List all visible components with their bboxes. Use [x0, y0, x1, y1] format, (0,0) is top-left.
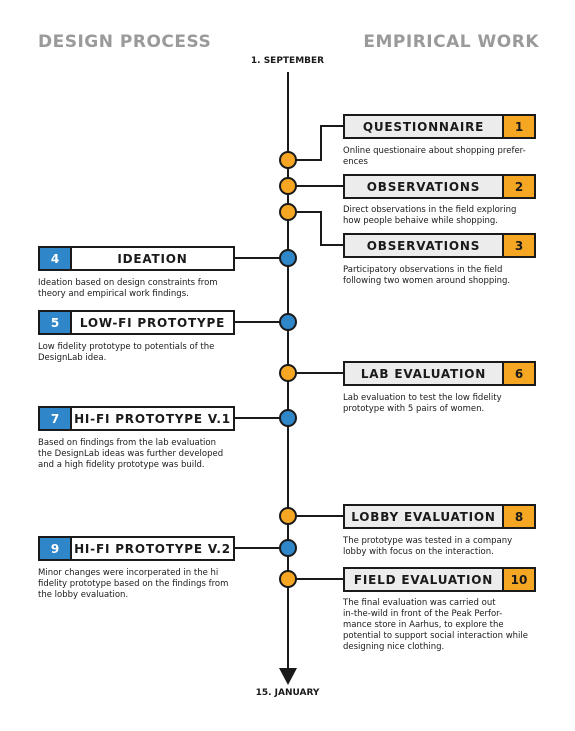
description-line: theory and empirical work findings. [38, 289, 189, 299]
timeline-node [279, 249, 297, 267]
connector-line [288, 211, 322, 213]
connector-line [320, 211, 322, 246]
step-label: OBSERVATIONS [345, 176, 502, 197]
description-line: the DesignLab ideas was further develope… [38, 449, 224, 459]
description-line: Based on findings from the lab evaluatio… [38, 438, 217, 448]
step-description: Direct observations in the field explori… [343, 205, 516, 227]
step-box-10: FIELD EVALUATION 10 [343, 567, 536, 592]
description-line: ences [343, 157, 368, 167]
step-label: IDEATION [72, 248, 233, 269]
step-label: FIELD EVALUATION [345, 569, 502, 590]
connector-line [320, 125, 343, 127]
step-description: Participatory observations in the field f… [343, 265, 510, 287]
step-number: 3 [502, 235, 534, 256]
start-date-label: 1. SEPTEMBER [250, 56, 325, 66]
timeline-node [279, 507, 297, 525]
description-line: The prototype was tested in a company [343, 536, 513, 546]
step-number: 2 [502, 176, 534, 197]
end-date-label: 15. JANUARY [255, 688, 320, 698]
step-number: 6 [502, 363, 534, 384]
description-line: Participatory observations in the field [343, 265, 503, 275]
description-line: DesignLab idea. [38, 353, 107, 363]
step-box-6: LAB EVALUATION 6 [343, 361, 536, 386]
timeline-node [279, 539, 297, 557]
step-number: 9 [40, 538, 72, 559]
step-label: QUESTIONNAIRE [345, 116, 502, 137]
description-line: and a high fidelity prototype was build. [38, 460, 205, 470]
description-line: Low fidelity prototype to potentials of … [38, 342, 215, 352]
description-line: prototype with 5 pairs of women. [343, 404, 485, 414]
timeline-node [279, 364, 297, 382]
step-label: LOBBY EVALUATION [345, 506, 502, 527]
timeline-node [279, 313, 297, 331]
connector-line [288, 185, 343, 187]
step-label: HI-FI PROTOTYPE V.2 [72, 538, 233, 559]
step-number: 7 [40, 408, 72, 429]
description-line: following two women around shopping. [343, 276, 511, 286]
connector-line [288, 372, 343, 374]
connector-line [235, 257, 288, 259]
connector-line [320, 125, 322, 161]
connector-line [320, 244, 343, 246]
connector-line [235, 321, 288, 323]
step-number: 8 [502, 506, 534, 527]
step-box-1: QUESTIONNAIRE 1 [343, 114, 536, 139]
connector-line [288, 578, 343, 580]
description-line: how people behaive while shopping. [343, 216, 498, 226]
step-label: LOW-FI PROTOTYPE [72, 312, 233, 333]
design-process-title: DESIGN PROCESS [38, 32, 212, 52]
connector-line [288, 515, 343, 517]
step-number: 4 [40, 248, 72, 269]
step-number: 10 [502, 569, 534, 590]
description-line: Online questionaire about shopping prefe… [343, 146, 526, 156]
step-box-4: 4 IDEATION [38, 246, 235, 271]
step-box-8: LOBBY EVALUATION 8 [343, 504, 536, 529]
timeline-node [279, 570, 297, 588]
step-description: Ideation based on design constraints fro… [38, 278, 218, 300]
step-description: Based on findings from the lab evaluatio… [38, 438, 223, 471]
step-description: Low fidelity prototype to potentials of … [38, 342, 214, 364]
description-line: Lab evaluation to test the low fidelity [343, 393, 502, 403]
step-number: 5 [40, 312, 72, 333]
empirical-work-title: EMPIRICAL WORK [363, 32, 539, 52]
step-box-3: OBSERVATIONS 3 [343, 233, 536, 258]
description-line: Minor changes were incorperated in the h… [38, 568, 219, 578]
description-line: mance store in Aarhus, to explore the [343, 620, 504, 630]
description-line: potential to support social interaction … [343, 631, 528, 641]
step-description: Online questionaire about shopping prefe… [343, 146, 526, 168]
step-label: HI-FI PROTOTYPE V.1 [72, 408, 233, 429]
step-description: The final evaluation was carried out in-t… [343, 598, 528, 653]
timeline-arrow [279, 668, 297, 685]
step-box-5: 5 LOW-FI PROTOTYPE [38, 310, 235, 335]
description-line: The final evaluation was carried out [343, 598, 496, 608]
timeline-node [279, 203, 297, 221]
timeline-node [279, 409, 297, 427]
step-box-2: OBSERVATIONS 2 [343, 174, 536, 199]
description-line: fidelity prototype based on the findings… [38, 579, 229, 589]
step-label: OBSERVATIONS [345, 235, 502, 256]
description-line: lobby with focus on the interaction. [343, 547, 494, 557]
connector-line [235, 547, 288, 549]
timeline-node [279, 151, 297, 169]
connector-line [235, 417, 288, 419]
description-line: designing nice clothing. [343, 642, 445, 652]
timeline-node [279, 177, 297, 195]
step-description: The prototype was tested in a company lob… [343, 536, 512, 558]
description-line: in-the-wild in front of the Peak Perfor- [343, 609, 503, 619]
step-description: Lab evaluation to test the low fidelity p… [343, 393, 502, 415]
step-description: Minor changes were incorperated in the h… [38, 568, 228, 601]
step-label: LAB EVALUATION [345, 363, 502, 384]
connector-line [288, 159, 322, 161]
description-line: Ideation based on design constraints fro… [38, 278, 218, 288]
description-line: Direct observations in the field explori… [343, 205, 517, 215]
description-line: the lobby evaluation. [38, 590, 129, 600]
step-box-9: 9 HI-FI PROTOTYPE V.2 [38, 536, 235, 561]
step-number: 1 [502, 116, 534, 137]
step-box-7: 7 HI-FI PROTOTYPE V.1 [38, 406, 235, 431]
